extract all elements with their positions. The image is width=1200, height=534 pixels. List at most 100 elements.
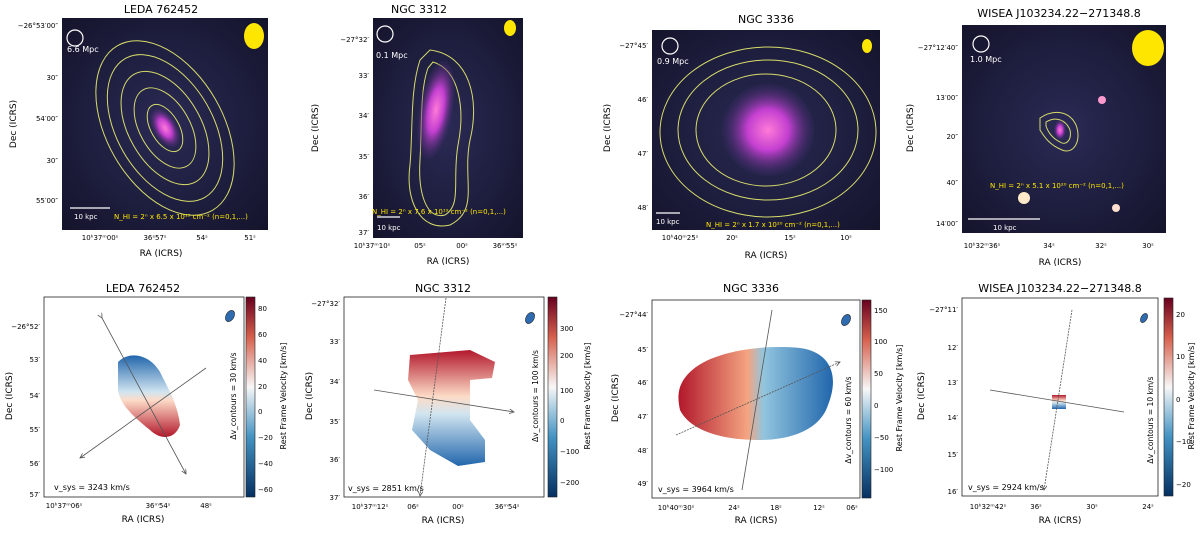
colorbar-ticks-3: 150 100 50 0 −50 −100 — [874, 307, 893, 474]
svg-text:13′: 13′ — [948, 379, 959, 387]
colorbar-ticks-2: 300 200 100 0 −100 −200 — [560, 325, 579, 487]
bottom-dec-ticks-3: −27°44′ 45′ 46′ 47′ 48′ 49′ — [619, 311, 648, 488]
svg-text:150: 150 — [874, 307, 887, 315]
svg-text:−40: −40 — [258, 460, 273, 468]
top-title-1: LEDA 762452 — [124, 3, 198, 16]
bottom-ylabel-1: Dec (ICRS) — [5, 372, 15, 420]
bottom-ylabel-2: Dec (ICRS) — [305, 372, 315, 420]
svg-text:60: 60 — [258, 331, 267, 339]
svg-text:−20: −20 — [1176, 481, 1191, 489]
svg-text:36ˢ: 36ˢ — [1030, 503, 1042, 511]
svg-text:0: 0 — [560, 417, 564, 425]
ra-ticks-2: 10ʰ37ᵐ10ˢ 05ˢ 00ˢ 36ᵐ55ˢ — [354, 242, 518, 250]
svg-text:34′: 34′ — [359, 112, 370, 120]
svg-text:36′: 36′ — [359, 193, 370, 201]
svg-text:−100: −100 — [874, 466, 893, 474]
svg-text:45′: 45′ — [638, 346, 649, 354]
xlabel-4: RA (ICRS) — [1039, 258, 1082, 268]
bottom-xlabel-4: RA (ICRS) — [1039, 516, 1082, 526]
ra-ticks-4: 10ʰ32ᵐ36ˢ 34ˢ 32ˢ 30ˢ — [964, 242, 1154, 250]
colorbar-3 — [861, 299, 872, 499]
svg-text:−27°44′: −27°44′ — [619, 311, 648, 319]
bottom-xlabel-1: RA (ICRS) — [122, 515, 165, 525]
xlabel-3: RA (ICRS) — [745, 251, 788, 261]
nhi-label-3: N_HI = 2ⁿ x 1.7 x 10²⁰ cm⁻² (n=0,1,...) — [706, 221, 840, 229]
beam-circle-2 — [376, 25, 394, 43]
svg-text:−27°12′40″: −27°12′40″ — [918, 44, 959, 52]
scale-label-2: 10 kpc — [377, 224, 401, 232]
dec-ticks-1: −26°53′00″ 30″ 54′00″ 30″ 55′00″ — [18, 22, 59, 205]
bottom-ylabel-3: Dec (ICRS) — [611, 374, 621, 422]
svg-text:−10: −10 — [1176, 438, 1191, 446]
svg-text:35′: 35′ — [330, 418, 341, 426]
vsys-1: v_sys = 3243 km/s — [54, 483, 130, 492]
svg-text:00ˢ: 00ˢ — [456, 242, 468, 250]
svg-text:10ʰ32ᵐ36ˢ: 10ʰ32ᵐ36ˢ — [964, 242, 1001, 250]
beam-circle-4 — [972, 35, 990, 53]
svg-text:100: 100 — [560, 387, 573, 395]
beam-3 — [841, 314, 851, 326]
bottom-dec-ticks-4: −27°11′ 12′ 13′ 14′ 15′ 16′ — [929, 306, 958, 496]
svg-text:34′: 34′ — [330, 378, 341, 386]
svg-text:15ˢ: 15ˢ — [784, 234, 796, 242]
beam-2 — [525, 312, 535, 324]
svg-text:13′00″: 13′00″ — [936, 94, 958, 102]
svg-text:10ʰ32ᵐ42ˢ: 10ʰ32ᵐ42ˢ — [970, 503, 1007, 511]
svg-text:37′: 37′ — [330, 494, 341, 502]
svg-text:54′: 54′ — [30, 392, 41, 400]
bottom-title-4: WISEA J103234.22−271348.8 — [978, 282, 1142, 295]
bottom-title-1: LEDA 762452 — [106, 282, 180, 295]
top-panel-3: NGC 3336 0.9 Mpc 10 kpc N_HI = 2ⁿ x 1.7 … — [603, 13, 880, 261]
svg-text:57′: 57′ — [30, 491, 41, 499]
svg-text:−20: −20 — [258, 434, 273, 442]
svg-text:10ʰ40ᵐ30ˢ: 10ʰ40ᵐ30ˢ — [658, 504, 695, 512]
contour-label-3: Δv_contours = 60 km/s — [844, 376, 853, 463]
vsys-2: v_sys = 2851 km/s — [348, 484, 424, 493]
svg-text:−100: −100 — [560, 448, 579, 456]
svg-text:−200: −200 — [560, 479, 579, 487]
star-4c — [1098, 96, 1106, 104]
svg-text:55′: 55′ — [30, 426, 41, 434]
velocity-field-4 — [1052, 395, 1066, 409]
svg-text:06ˢ: 06ˢ — [407, 503, 419, 511]
galaxy-3 — [722, 84, 814, 176]
svg-text:0: 0 — [258, 408, 262, 416]
velocity-field-3 — [678, 347, 833, 440]
major-axis-2 — [420, 297, 447, 496]
svg-text:−26°52′: −26°52′ — [11, 323, 40, 331]
svg-text:−60: −60 — [258, 486, 273, 494]
beam-ellipse-1 — [244, 23, 264, 49]
top-title-2: NGC 3312 — [391, 3, 447, 16]
star-4a — [1018, 192, 1030, 204]
beam-4 — [1140, 313, 1148, 323]
bottom-ylabel-4: Dec (ICRS) — [917, 372, 927, 420]
dec-ticks-3: −27°45′ 46′ 47′ 48′ — [619, 42, 648, 212]
svg-text:40: 40 — [258, 357, 267, 365]
svg-text:24ˢ: 24ˢ — [728, 504, 740, 512]
svg-text:24ˢ: 24ˢ — [1142, 503, 1154, 511]
vsys-3: v_sys = 3964 km/s — [658, 485, 734, 494]
svg-text:53′: 53′ — [30, 356, 41, 364]
bottom-panel-2: NGC 3312 v_sys = 2851 km/s −27°32′ 33′ 3… — [305, 282, 592, 526]
ylabel-1: Dec (ICRS) — [9, 100, 19, 148]
ylabel-3: Dec (ICRS) — [603, 104, 613, 152]
bottom-dec-ticks-1: −26°52′ 53′ 54′ 55′ 56′ 57′ — [11, 323, 40, 499]
scale-label-4: 10 kpc — [993, 224, 1017, 232]
star-4b — [1112, 204, 1120, 212]
svg-text:48ˢ: 48ˢ — [200, 502, 212, 510]
svg-text:46′: 46′ — [638, 379, 649, 387]
svg-text:33′: 33′ — [359, 72, 370, 80]
svg-text:33′: 33′ — [330, 338, 341, 346]
svg-text:34ˢ: 34ˢ — [1043, 242, 1055, 250]
svg-text:20: 20 — [1176, 311, 1185, 319]
svg-text:54′00″: 54′00″ — [36, 115, 58, 123]
colorbar-4 — [1163, 297, 1174, 497]
svg-text:20ˢ: 20ˢ — [726, 234, 738, 242]
svg-text:47′: 47′ — [638, 413, 649, 421]
svg-text:47′: 47′ — [638, 150, 649, 158]
bottom-panel-1: LEDA 762452 v_sys = 3243 km/s −26°52′ 53… — [5, 282, 288, 525]
dec-ticks-2: −27°32′ 33′ 34′ 35′ 36′ 37′ — [340, 36, 369, 237]
svg-text:0: 0 — [1176, 396, 1180, 404]
svg-text:48′: 48′ — [638, 204, 649, 212]
svg-text:51ˢ: 51ˢ — [244, 234, 256, 242]
